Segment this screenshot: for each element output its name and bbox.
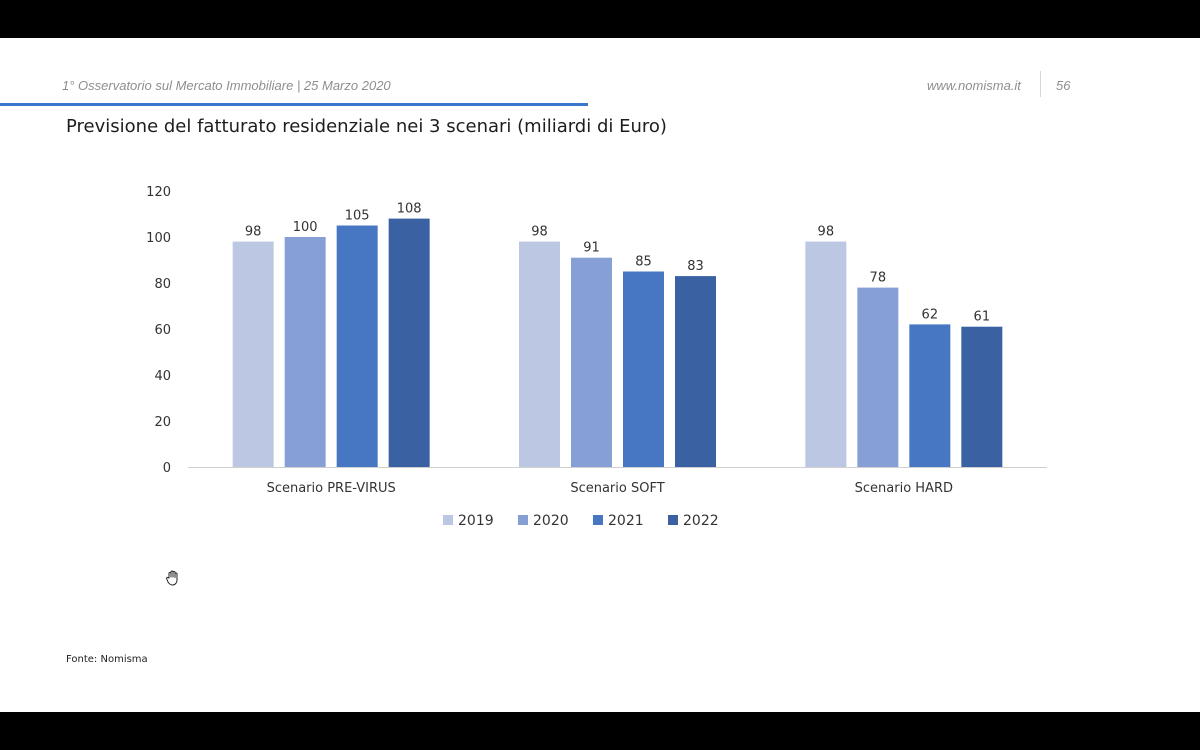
legend-swatch-2020 (518, 515, 528, 525)
y-tick-label-6: 120 (146, 185, 171, 200)
bar-2021-cat1 (623, 271, 664, 467)
header-rule (0, 103, 588, 106)
bar-2019-cat2 (805, 241, 847, 467)
legend-label-2020: 2020 (533, 513, 569, 529)
bar-2020-cat1 (571, 257, 612, 467)
bar-2022-cat2 (961, 326, 1003, 467)
legend-label-2021: 2021 (608, 513, 644, 529)
header-event-text: 1° Osservatorio sul Mercato Immobiliare … (62, 78, 391, 93)
legend-label-2019: 2019 (458, 513, 494, 529)
bar-2019-cat1 (519, 241, 560, 467)
bar-2022-cat0 (388, 218, 430, 467)
data-label-2022-cat1: 83 (687, 259, 704, 274)
bar-2020-cat0 (284, 237, 326, 467)
y-tick-label-4: 80 (154, 277, 171, 292)
slide: 1° Osservatorio sul Mercato Immobiliare … (0, 38, 1200, 712)
data-label-2020-cat2: 78 (870, 271, 887, 286)
y-tick-label-0: 0 (163, 461, 171, 476)
category-label-2: Scenario HARD (855, 481, 953, 496)
data-label-2019-cat1: 98 (531, 225, 548, 240)
data-label-2021-cat2: 62 (922, 307, 939, 322)
legend-label-2022: 2022 (683, 513, 719, 529)
legend-swatch-2019 (443, 515, 453, 525)
bar-2021-cat2 (909, 324, 951, 467)
data-label-2019-cat0: 98 (245, 225, 262, 240)
page-number: 56 (1056, 78, 1071, 93)
category-label-0: Scenario PRE-VIRUS (267, 481, 396, 496)
data-label-2020-cat1: 91 (583, 241, 600, 256)
bar-2019-cat0 (232, 241, 274, 467)
bar-2020-cat2 (857, 287, 899, 467)
header-separator (1040, 71, 1041, 97)
source-note: Fonte: Nomisma (66, 654, 148, 665)
data-label-2019-cat2: 98 (818, 225, 835, 240)
category-label-1: Scenario SOFT (570, 481, 664, 496)
data-label-2020-cat0: 100 (293, 220, 318, 235)
bar-2021-cat0 (336, 225, 378, 467)
y-tick-label-1: 20 (154, 415, 171, 430)
chart-title: Previsione del fatturato residenziale ne… (66, 116, 667, 137)
y-tick-label-2: 40 (154, 369, 171, 384)
header-website: www.nomisma.it (927, 78, 1021, 93)
data-label-2021-cat0: 105 (345, 209, 370, 224)
legend-swatch-2022 (668, 515, 678, 525)
data-label-2021-cat1: 85 (635, 255, 652, 270)
y-tick-label-5: 100 (146, 231, 171, 246)
bar-2022-cat1 (675, 276, 716, 467)
legend-swatch-2021 (593, 515, 603, 525)
bar-chart: 0 20 40 60 80 100 120 98 100 105 108 Scenario PRE-V… (146, 185, 1047, 529)
y-tick-label-3: 60 (154, 323, 171, 338)
hand-cursor-icon (166, 570, 178, 586)
data-label-2022-cat2: 61 (974, 310, 991, 325)
data-label-2022-cat0: 108 (397, 202, 422, 217)
